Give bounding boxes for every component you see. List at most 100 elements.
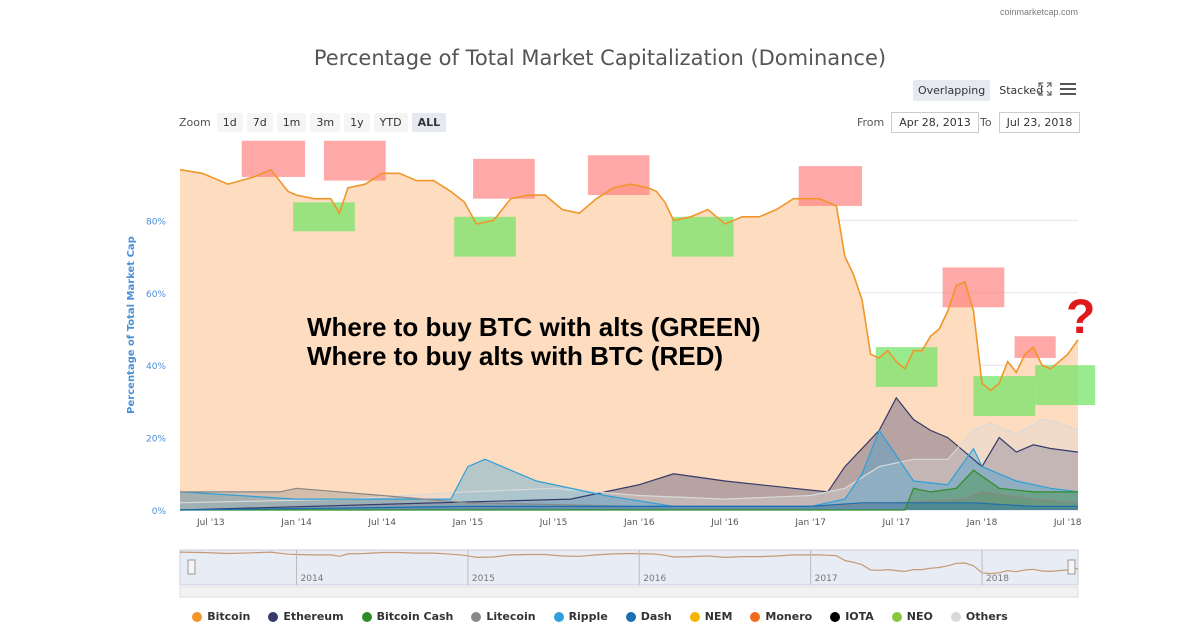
to-date-input[interactable]: Jul 23, 2018 [998, 112, 1081, 133]
legend-item-litecoin[interactable]: Litecoin [471, 610, 536, 623]
green-zone [454, 216, 516, 257]
ethereum-line[interactable] [179, 396, 1079, 511]
x-tick-label: Jan '15 [452, 518, 484, 528]
legend-item-iota[interactable]: IOTA [830, 610, 874, 623]
legend-item-others[interactable]: Others [950, 610, 1008, 623]
green-zone [293, 202, 355, 232]
from-range: From Apr 28, 2013 [857, 112, 979, 133]
stacked-button[interactable]: Stacked [999, 84, 1044, 97]
chart-title: Percentage of Total Market Capitalizatio… [313, 46, 887, 70]
legend-item-nem[interactable]: NEM [689, 610, 732, 623]
green-zone [1035, 365, 1096, 406]
navigator-year-label: 2017 [815, 574, 838, 584]
navigator-year-label: 2016 [643, 574, 666, 584]
annotation-zones [241, 140, 1096, 416]
question-mark: ? [1066, 291, 1096, 344]
navigator-background [179, 549, 1079, 586]
navigator-scrollbar[interactable] [179, 586, 1079, 598]
navigator-year-label: 2018 [986, 574, 1009, 584]
legend-label: Monero [765, 610, 813, 623]
legend-dot-icon [891, 611, 902, 622]
zoom-7d-button[interactable]: 7d [246, 113, 273, 132]
y-tick-label: 20% [146, 435, 166, 445]
x-tick-label: Jul '14 [367, 518, 396, 528]
zoom-3m-button[interactable]: 3m [310, 113, 341, 132]
legend-dot-icon [361, 611, 372, 622]
legend-dot-icon [192, 611, 203, 622]
legend-dot-icon [268, 611, 279, 622]
series-lines [179, 168, 1079, 511]
y-axis-ticks: 0% 20% 40% 60% 80% [146, 217, 166, 517]
y-tick-label: 0% [152, 507, 167, 517]
legend-dot-icon [950, 611, 961, 622]
fullscreen-icon[interactable] [1038, 82, 1052, 101]
x-tick-label: Jul '13 [196, 518, 225, 528]
bitcoin-area [180, 169, 1078, 510]
x-axis-ticks: Jul '13 Jan '14 Jul '14 Jan '15 Jul '15 Jan '… [196, 518, 1082, 528]
legend-dot-icon [553, 611, 564, 622]
legend-label: IOTA [845, 610, 874, 623]
legend-dot-icon [625, 611, 636, 622]
x-tick-label: Jan '16 [623, 518, 655, 528]
to-range: To Jul 23, 2018 [980, 112, 1081, 133]
bitcoin-line[interactable] [179, 168, 1079, 392]
red-zone [942, 267, 1005, 308]
menu-icon[interactable] [1060, 82, 1076, 101]
red-annotation-text: Where to buy alts with BTC (RED) [307, 341, 723, 371]
navigator-series [179, 551, 1079, 575]
view-toggle: Overlapping Stacked [913, 80, 1048, 101]
to-label: To [980, 116, 992, 129]
navigator[interactable]: 2014 2015 2016 2017 2018 [179, 549, 1079, 598]
legend-item-neo[interactable]: NEO [891, 610, 933, 623]
navigator-year-label: 2015 [472, 574, 495, 584]
x-tick-label: Jul '18 [1053, 518, 1082, 528]
navigator-right-handle[interactable] [1067, 559, 1076, 575]
red-zone [241, 140, 306, 177]
red-zone [473, 158, 535, 199]
red-zone [323, 140, 386, 181]
zoom-1m-button[interactable]: 1m [276, 113, 307, 132]
zoom-all-button[interactable]: ALL [411, 113, 447, 132]
zoom-ytd-button[interactable]: YTD [373, 113, 408, 132]
red-zone [587, 155, 650, 196]
legend-item-ethereum[interactable]: Ethereum [268, 610, 344, 623]
green-annotation-text: Where to buy BTC with alts (GREEN) [307, 312, 761, 342]
legend-label: Dash [640, 610, 672, 623]
legend-label: Bitcoin Cash [376, 610, 454, 623]
zoom-label: Zoom [179, 116, 211, 129]
legend-item-ripple[interactable]: Ripple [553, 610, 608, 623]
legend-label: NEO [906, 610, 933, 623]
legend-item-bitcoin[interactable]: Bitcoin [192, 610, 250, 623]
y-tick-label: 40% [146, 362, 166, 372]
legend-dot-icon [689, 611, 700, 622]
chart-legend: Bitcoin Ethereum Bitcoin Cash Litecoin Rippl… [0, 610, 1200, 623]
legend-item-monero[interactable]: Monero [750, 610, 812, 623]
others-line[interactable] [179, 418, 1079, 504]
legend-label: Litecoin [486, 610, 536, 623]
legend-dot-icon [830, 611, 841, 622]
navigator-left-handle[interactable] [187, 559, 196, 575]
legend-dot-icon [471, 611, 482, 622]
dash-line[interactable] [179, 502, 1078, 511]
source-credit[interactable]: coinmarketcap.com [1000, 7, 1079, 17]
navigator-year-label: 2014 [301, 574, 324, 584]
red-zone [1014, 336, 1056, 358]
overlapping-button[interactable]: Overlapping [913, 80, 991, 101]
legend-label: Ripple [568, 610, 608, 623]
x-tick-label: Jul '16 [710, 518, 739, 528]
legend-label: Ethereum [283, 610, 344, 623]
y-tick-label: 80% [146, 217, 166, 227]
zoom-1d-button[interactable]: 1d [216, 113, 243, 132]
legend-item-dash[interactable]: Dash [625, 610, 672, 623]
legend-label: Bitcoin [207, 610, 251, 623]
y-tick-label: 60% [146, 290, 166, 300]
legend-item-bitcoin-cash[interactable]: Bitcoin Cash [361, 610, 454, 623]
from-label: From [857, 116, 885, 129]
litecoin-area [180, 488, 1078, 510]
y-axis-label: Percentage of Total Market Cap [126, 236, 137, 414]
ethereum-area [180, 397, 1078, 510]
zoom-1y-button[interactable]: 1y [344, 113, 370, 132]
x-tick-label: Jul '17 [882, 518, 911, 528]
from-date-input[interactable]: Apr 28, 2013 [891, 112, 979, 133]
